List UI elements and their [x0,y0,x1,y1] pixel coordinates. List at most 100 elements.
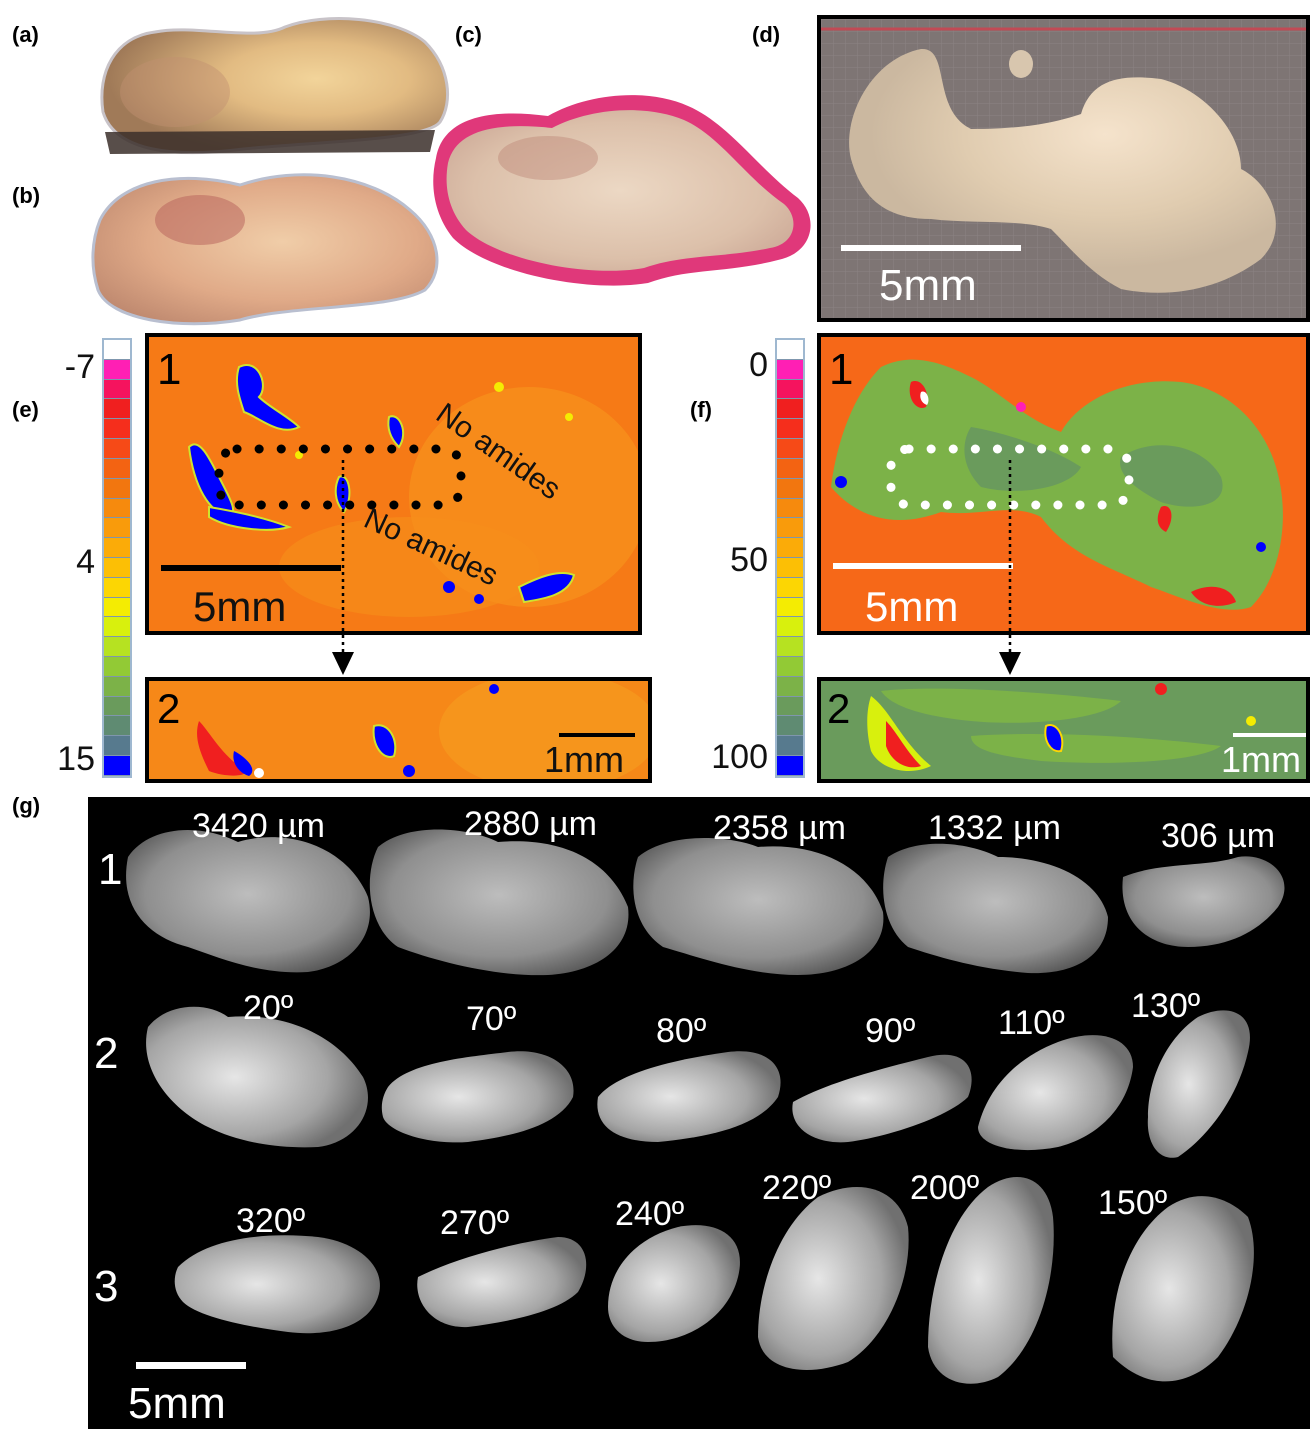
colorbar-swatch [777,359,803,380]
ct-angle-label-150: 150º [1098,1184,1168,1222]
colorbar-swatch [777,716,803,737]
map-f2: 2 1mm [817,677,1310,783]
scale-bar-f1 [833,563,1013,569]
colorbar-swatch [104,518,130,539]
ct-angle-label-130: 130º [1131,987,1201,1025]
map-e1: 1 No amides No amides 5mm [145,333,642,635]
ct-row-label-1: 1 [98,845,123,894]
colorbar-swatch [777,340,803,360]
colorbar-swatch [104,676,130,697]
ct-row-label-3: 3 [94,1262,119,1311]
zoom-arrow-f [999,460,1021,675]
colorbar-swatch [104,498,130,519]
colorbar-f-tick-mid: 50 [730,541,768,579]
tissue-photo-a [100,17,450,155]
ct-angle-label-80: 80º [656,1012,707,1050]
tissue-photo-c [433,95,811,286]
colorbar-swatch [104,657,130,677]
colorbar-swatch [104,696,130,717]
colorbar-e-tick-mid: 4 [76,543,95,581]
colorbar-swatch [104,637,130,657]
colorbar-e-tick-min: -7 [64,348,95,386]
colorbar-swatch [777,458,803,479]
colorbar-swatch [777,478,803,499]
ct-depth-label-4: 1332 µm [928,809,1061,847]
tissue-photo-d: 5mm [817,15,1310,322]
ct-depth-label-3: 2358 µm [713,809,846,847]
colorbar-swatch [777,736,803,757]
colorbar-swatch [104,340,130,360]
colorbar-swatch [777,439,803,459]
scale-label: 5mm [879,261,977,310]
map-e2-label: 2 [157,685,181,732]
map-e2: 2 1mm [145,677,652,783]
colorbar-swatch [777,518,803,539]
colorbar-e [102,338,132,778]
colorbar-swatch [777,379,803,400]
panel-label-b: (b) [12,183,41,208]
colorbar-swatch [777,657,803,677]
colorbar-e-tick-max: 15 [57,740,95,778]
colorbar-swatch [777,557,803,578]
colorbar-swatch [777,498,803,519]
ct-panel-g: 1 2 3 3420 µm 2880 µm 2358 µm 1332 µm 30… [88,797,1310,1429]
colorbar-swatch [104,756,130,776]
scale-bar-f2 [1233,733,1306,737]
colorbar-swatch [777,637,803,657]
colorbar-swatch [777,696,803,717]
map-f2-label: 2 [827,685,851,732]
colorbar-swatch [777,617,803,638]
colorbar-swatch [104,478,130,499]
ct-depth-label-5: 306 µm [1161,817,1276,855]
scale-label-e2: 1mm [544,739,624,780]
panel-label-c: (c) [455,22,482,47]
colorbar-swatch [777,538,803,558]
ct-depth-label-1: 3420 µm [192,807,325,845]
ct-angle-label-270: 270º [440,1204,510,1242]
ct-angle-label-90: 90º [865,1012,916,1050]
ct-angle-label-240: 240º [615,1195,685,1233]
colorbar-swatch [104,439,130,459]
colorbar-swatch [777,419,803,440]
map-f1: 1 5mm [817,333,1310,635]
panel-label-d: (d) [752,22,781,47]
panel-label-e: (e) [12,397,39,422]
ct-angle-label-200: 200º [910,1169,980,1207]
scale-label-g: 5mm [128,1379,226,1428]
ct-angle-label-20: 20º [243,989,294,1027]
map-e1-label: 1 [157,345,182,394]
colorbar-f-tick-max: 100 [711,738,768,776]
colorbar-swatch [104,577,130,598]
colorbar-f [775,338,805,778]
scale-bar [841,245,1021,251]
colorbar-swatch [777,399,803,420]
ct-angle-label-70: 70º [466,1000,517,1038]
colorbar-swatch [104,399,130,420]
scale-label-f2: 1mm [1221,739,1301,780]
colorbar-swatch [104,538,130,558]
map-f1-label: 1 [829,345,854,394]
colorbar-f-tick-min: 0 [749,346,768,384]
colorbar-swatch [104,557,130,578]
tissue-photo-b [91,173,439,326]
colorbar-swatch [777,597,803,618]
colorbar-swatch [104,597,130,618]
scale-bar-e1 [161,565,341,571]
colorbar-swatch [104,419,130,440]
ct-angle-label-110: 110º [998,1004,1065,1042]
colorbar-swatch [104,617,130,638]
panel-label-g: (g) [12,793,41,818]
ct-depth-label-2: 2880 µm [464,805,597,843]
panel-label-f: (f) [690,397,712,422]
scale-label-e1: 5mm [193,583,287,630]
colorbar-swatch [777,577,803,598]
scale-bar-e2 [559,733,635,737]
zoom-arrow-e [332,460,354,675]
ct-row-label-2: 2 [94,1029,119,1078]
colorbar-swatch [777,676,803,697]
ct-angle-label-220: 220º [762,1169,832,1207]
colorbar-swatch [104,736,130,757]
scale-bar-g [136,1362,246,1369]
colorbar-swatch [104,379,130,400]
colorbar-swatch [104,458,130,479]
